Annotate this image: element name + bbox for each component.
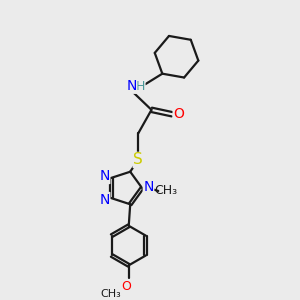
Text: O: O [173,107,184,121]
Text: CH₃: CH₃ [155,184,178,197]
Text: N: N [99,169,110,184]
Text: N: N [126,79,136,93]
Text: S: S [133,152,143,167]
Text: N: N [99,193,110,206]
Text: CH₃: CH₃ [101,289,122,299]
Text: O: O [122,280,131,293]
Text: N: N [143,179,154,194]
Text: H: H [136,80,145,93]
